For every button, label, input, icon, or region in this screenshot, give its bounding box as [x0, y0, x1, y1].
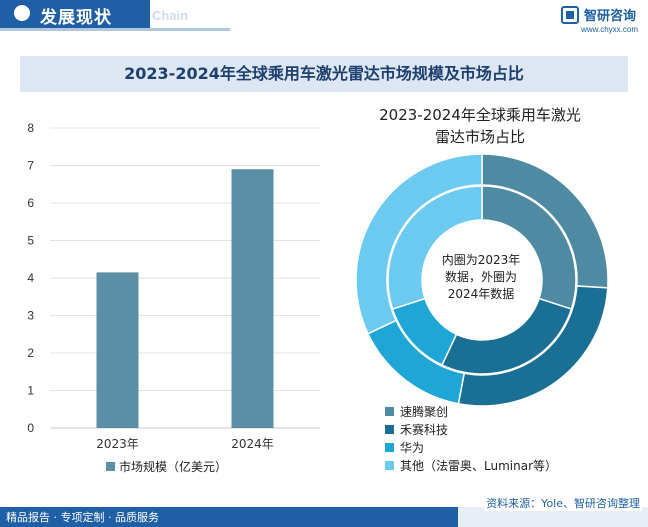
outer-ring-slice: [355, 153, 483, 335]
bar: [96, 272, 139, 428]
brand-url: www.chyxx.com: [581, 25, 638, 34]
y-tick-label: 0: [27, 421, 34, 435]
donut-legend-swatch: [385, 406, 394, 416]
donut-legend-label: 华为: [400, 440, 425, 455]
donut-legend-swatch: [385, 442, 394, 452]
donut-legend-swatch: [385, 424, 394, 434]
donut-legend-label: 速腾聚创: [400, 404, 449, 419]
footer-slogan: 精品报告 · 专项定制 · 品质服务: [6, 511, 159, 524]
donut-legend-item: 其他（法雷奥、Luminar等）: [385, 456, 557, 474]
donut-legend-label: 其他（法雷奥、Luminar等）: [400, 458, 557, 473]
brand-logo-icon: [560, 5, 579, 24]
y-tick-label: 6: [27, 196, 34, 210]
donut-legend-label: 禾赛科技: [400, 422, 449, 437]
donut-center-line-2: 数据，外圈为: [444, 270, 517, 284]
bar-chart: 0 1 2 3 4 5 6 7 8 2023年 2024年: [27, 121, 320, 451]
section-bullet-icon: [14, 5, 30, 21]
section-title: 发展现状: [40, 8, 112, 28]
donut-center-line-1: 内圈为2023年: [441, 253, 521, 267]
section-title-en: Chain: [152, 8, 189, 23]
donut-legend-item: 华为: [385, 438, 557, 456]
section-banner-accent: [0, 28, 230, 31]
donut-center-note: 内圈为2023年 数据，外圈为 2024年数据: [436, 252, 526, 303]
brand-logo: 智研咨询: [560, 5, 636, 24]
footer: 精品报告 · 专项定制 · 品质服务 资料来源：Yole、智研咨询整理: [0, 495, 648, 527]
footer-tag: [458, 507, 648, 527]
y-tick-label: 1: [27, 384, 34, 398]
y-tick-label: 2: [27, 346, 34, 360]
bar-legend-label: 市场规模（亿美元）: [119, 460, 228, 474]
brand-name: 智研咨询: [583, 9, 636, 24]
bar-legend-swatch: [106, 462, 115, 471]
donut-title-line-2: 雷达市场占比: [434, 128, 525, 146]
bar-legend: 市场规模（亿美元）: [106, 458, 227, 475]
donut-legend: 速腾聚创禾赛科技华为其他（法雷奥、Luminar等）: [385, 402, 557, 474]
x-tick-label: 2023年: [96, 437, 139, 451]
bar: [231, 169, 274, 428]
figure-title: 2023-2024年全球乘用车激光雷达市场规模及市场占比: [124, 64, 524, 83]
y-tick-label: 4: [27, 271, 34, 285]
y-tick-label: 3: [27, 309, 34, 323]
inner-ring-slice: [387, 185, 483, 310]
donut-center-line-3: 2024年数据: [447, 287, 515, 301]
y-tick-label: 7: [27, 159, 34, 173]
figure-title-box: 2023-2024年全球乘用车激光雷达市场规模及市场占比: [20, 56, 628, 92]
donut-chart-title: 2023-2024年全球乘用车激光 雷达市场占比: [355, 104, 605, 148]
donut-chart: [355, 153, 609, 407]
x-tick-label: 2024年: [231, 437, 274, 451]
donut-legend-item: 速腾聚创: [385, 402, 557, 420]
source-note: 资料来源：Yole、智研咨询整理: [484, 495, 642, 511]
donut-legend-item: 禾赛科技: [385, 420, 557, 438]
donut-legend-swatch: [385, 460, 394, 470]
y-tick-label: 8: [27, 121, 34, 135]
y-tick-label: 5: [27, 234, 34, 248]
header-bar: 发展现状 Chain 智研咨询 www.chyxx.com: [0, 0, 648, 36]
donut-title-line-1: 2023-2024年全球乘用车激光: [379, 106, 581, 124]
